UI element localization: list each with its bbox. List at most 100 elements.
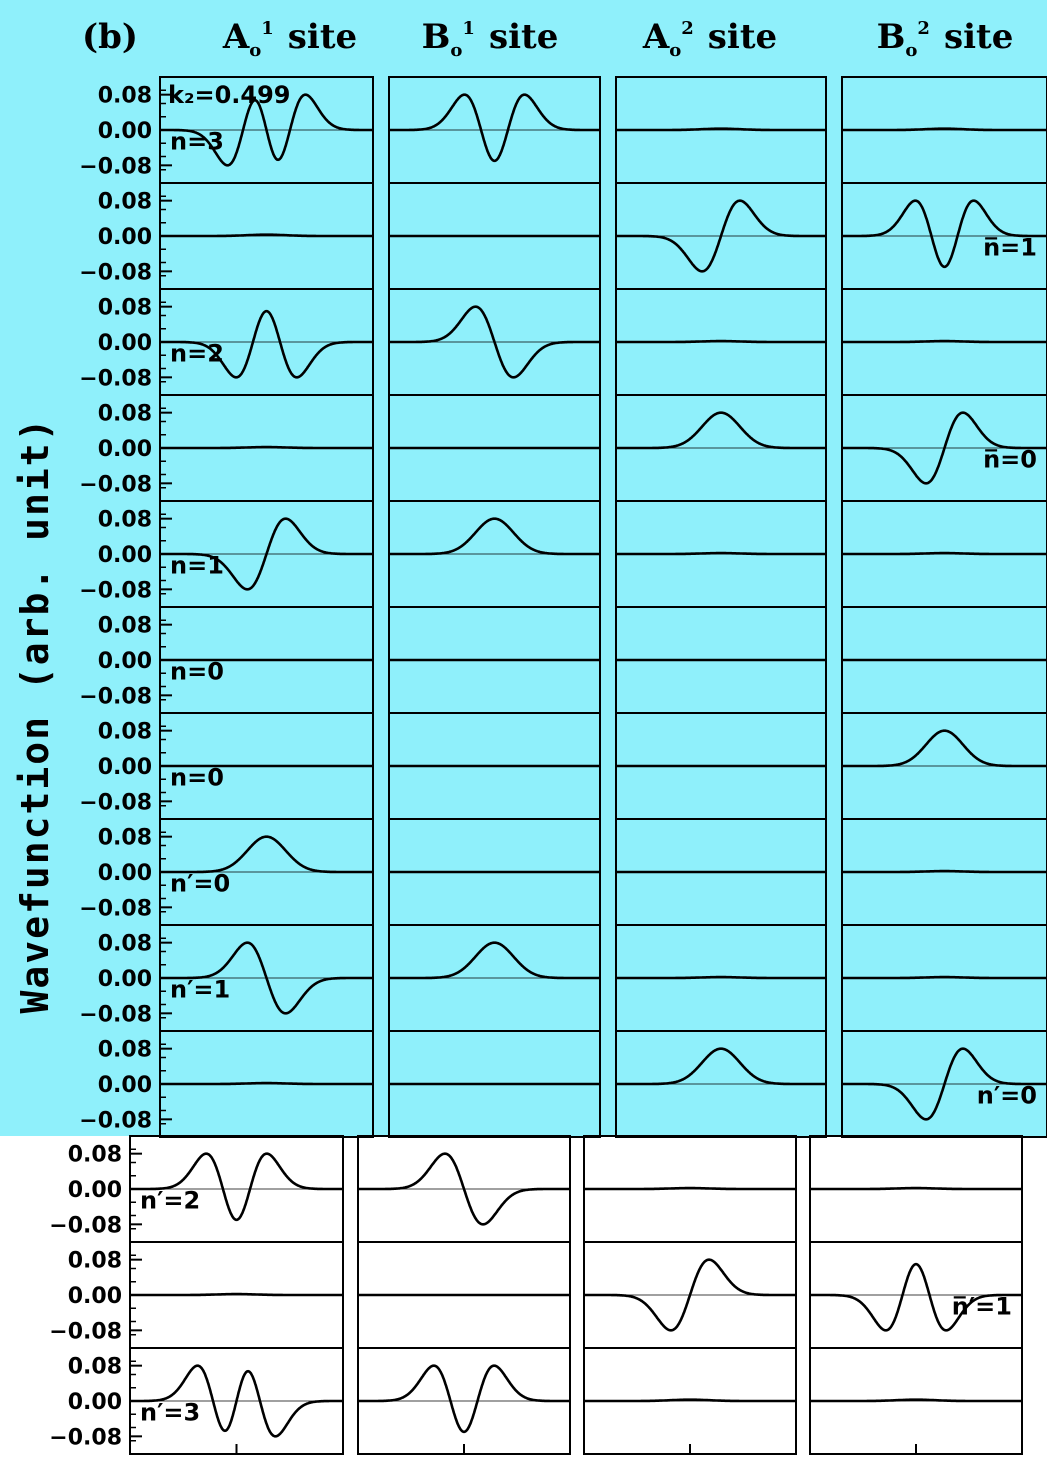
panel-r3-c3 — [615, 288, 827, 396]
wavefunction-curve — [616, 199, 826, 273]
panel-r6-c4 — [841, 606, 1047, 714]
wavefunction-curve — [130, 1364, 343, 1438]
y-tick-label: −0.08 — [79, 366, 152, 391]
wavefunction-curve — [160, 445, 373, 450]
row-11: 0.08 0.00 −0.08 n′=2 — [49, 1135, 1023, 1243]
y-tick-label: 0.00 — [98, 437, 152, 462]
wavefunction-curve — [616, 127, 826, 132]
state-label: n=0 — [170, 657, 224, 685]
y-tick-label: −0.08 — [79, 790, 152, 815]
state-label: n′=0 — [170, 869, 230, 897]
panel-r4-c3 — [615, 394, 827, 502]
panel-r11-c4 — [809, 1135, 1023, 1243]
panel-r12-c2 — [357, 1241, 571, 1349]
wavefunction-curve — [616, 1047, 826, 1086]
wavefunction-curve — [842, 199, 1047, 269]
wavefunction-curve — [130, 1152, 343, 1222]
wavefunction-curve — [616, 551, 826, 556]
y-tick-label: 0.00 — [98, 331, 152, 356]
y-tick-label: 0.00 — [98, 649, 152, 674]
column-header-4: Bo2 site — [877, 17, 1014, 61]
wavefunction-curve — [584, 1398, 796, 1403]
y-tick-label: 0.00 — [98, 1073, 152, 1098]
y-tick-label: 0.00 — [98, 755, 152, 780]
y-tick-label: 0.08 — [98, 614, 152, 639]
panel-r4-c2 — [388, 394, 601, 502]
column-headers: Ao1 site Bo1 site Ao2 site Bo2 site — [222, 17, 1014, 61]
panel-r1-c2 — [388, 76, 601, 184]
row-7: 0.08 0.00 −0.08 n=0 — [79, 712, 1047, 820]
wavefunction-curve — [160, 309, 373, 379]
panel-r2-c3 — [615, 182, 827, 290]
panels: 0.08 0.00 −0.08 n=3 k₂=0.499 0.08 0.00 −0.08 n̅=… — [49, 76, 1047, 1455]
panel-r12-c1 — [129, 1241, 344, 1349]
panel-r8-c4 — [841, 818, 1047, 926]
state-label: n′=2 — [140, 1186, 200, 1214]
wavefunction-curve — [389, 93, 600, 163]
y-tick-label: 0.08 — [98, 932, 152, 957]
panel-r13-c4 — [809, 1347, 1023, 1455]
wavefunction-curve — [160, 835, 373, 874]
panel-r8-c3 — [615, 818, 827, 926]
panel-r11-c3 — [583, 1135, 797, 1243]
upper-background — [0, 0, 1047, 1136]
wavefunction-curve — [842, 339, 1047, 344]
row-9: 0.08 0.00 −0.08 n′=1 — [79, 924, 1047, 1032]
y-tick-label: −0.08 — [79, 1108, 152, 1133]
kz-label: k₂=0.499 — [168, 81, 291, 109]
y-tick-label: 0.08 — [68, 1355, 122, 1380]
panel-r1-c3 — [615, 76, 827, 184]
y-tick-label: −0.08 — [79, 578, 152, 603]
row-8: 0.08 0.00 −0.08 n′=0 — [79, 818, 1047, 926]
state-label: n̅′=1 — [952, 1292, 1012, 1320]
y-tick-label: 0.08 — [68, 1143, 122, 1168]
panel-r3-c4 — [841, 288, 1047, 396]
wavefunction-curve — [389, 305, 600, 379]
wavefunction-curve — [810, 1186, 1022, 1191]
y-tick-label: 0.08 — [98, 826, 152, 851]
y-tick-label: −0.08 — [49, 1319, 122, 1344]
panel-label: (b) — [82, 17, 138, 57]
lower-background — [0, 1136, 1047, 1471]
wavefunction-curve — [389, 517, 600, 556]
y-tick-label: −0.08 — [49, 1213, 122, 1238]
panel-r5-c2 — [388, 500, 601, 608]
y-tick-label: 0.08 — [98, 402, 152, 427]
panel-r4-c1 — [159, 394, 374, 502]
panel-r9-c4 — [841, 924, 1047, 1032]
y-tick-label: 0.08 — [98, 190, 152, 215]
row-3: 0.08 0.00 −0.08 n=2 — [79, 288, 1047, 396]
y-tick-label: 0.08 — [98, 84, 152, 109]
panel-r11-c2 — [357, 1135, 571, 1243]
panel-r8-c2 — [388, 818, 601, 926]
wavefunction-curve — [842, 869, 1047, 874]
y-tick-label: −0.08 — [49, 1425, 122, 1450]
row-10: 0.08 0.00 −0.08 n′=0 — [79, 1030, 1047, 1138]
y-tick-label: 0.08 — [98, 296, 152, 321]
panel-r7-c2 — [388, 712, 601, 820]
state-label: n=0 — [170, 763, 224, 791]
y-tick-label: 0.08 — [68, 1249, 122, 1274]
panel-r13-c1 — [129, 1347, 344, 1455]
row-4: 0.08 0.00 −0.08 n̅=0 — [79, 394, 1047, 502]
wavefunction-curve — [358, 1152, 570, 1226]
panel-r5-c3 — [615, 500, 827, 608]
y-tick-label: 0.00 — [68, 1390, 122, 1415]
state-label: n′=3 — [140, 1398, 200, 1426]
state-label: n=2 — [170, 339, 224, 367]
y-tick-label: 0.00 — [98, 543, 152, 568]
wavefunction-curve — [358, 1364, 570, 1434]
wavefunction-curve — [842, 411, 1047, 485]
y-tick-label: 0.08 — [98, 720, 152, 745]
y-tick-label: 0.08 — [98, 508, 152, 533]
panel-r12-c3 — [583, 1241, 797, 1349]
panel-r6-c3 — [615, 606, 827, 714]
wavefunction-curve — [160, 93, 373, 167]
y-tick-label: −0.08 — [79, 896, 152, 921]
y-axis-label: Wavefunction (arb. unit) — [13, 416, 57, 1013]
panel-r9-c2 — [388, 924, 601, 1032]
row-5: 0.08 0.00 −0.08 n=1 — [79, 500, 1047, 608]
y-tick-label: 0.00 — [68, 1284, 122, 1309]
state-label: n=1 — [170, 551, 224, 579]
